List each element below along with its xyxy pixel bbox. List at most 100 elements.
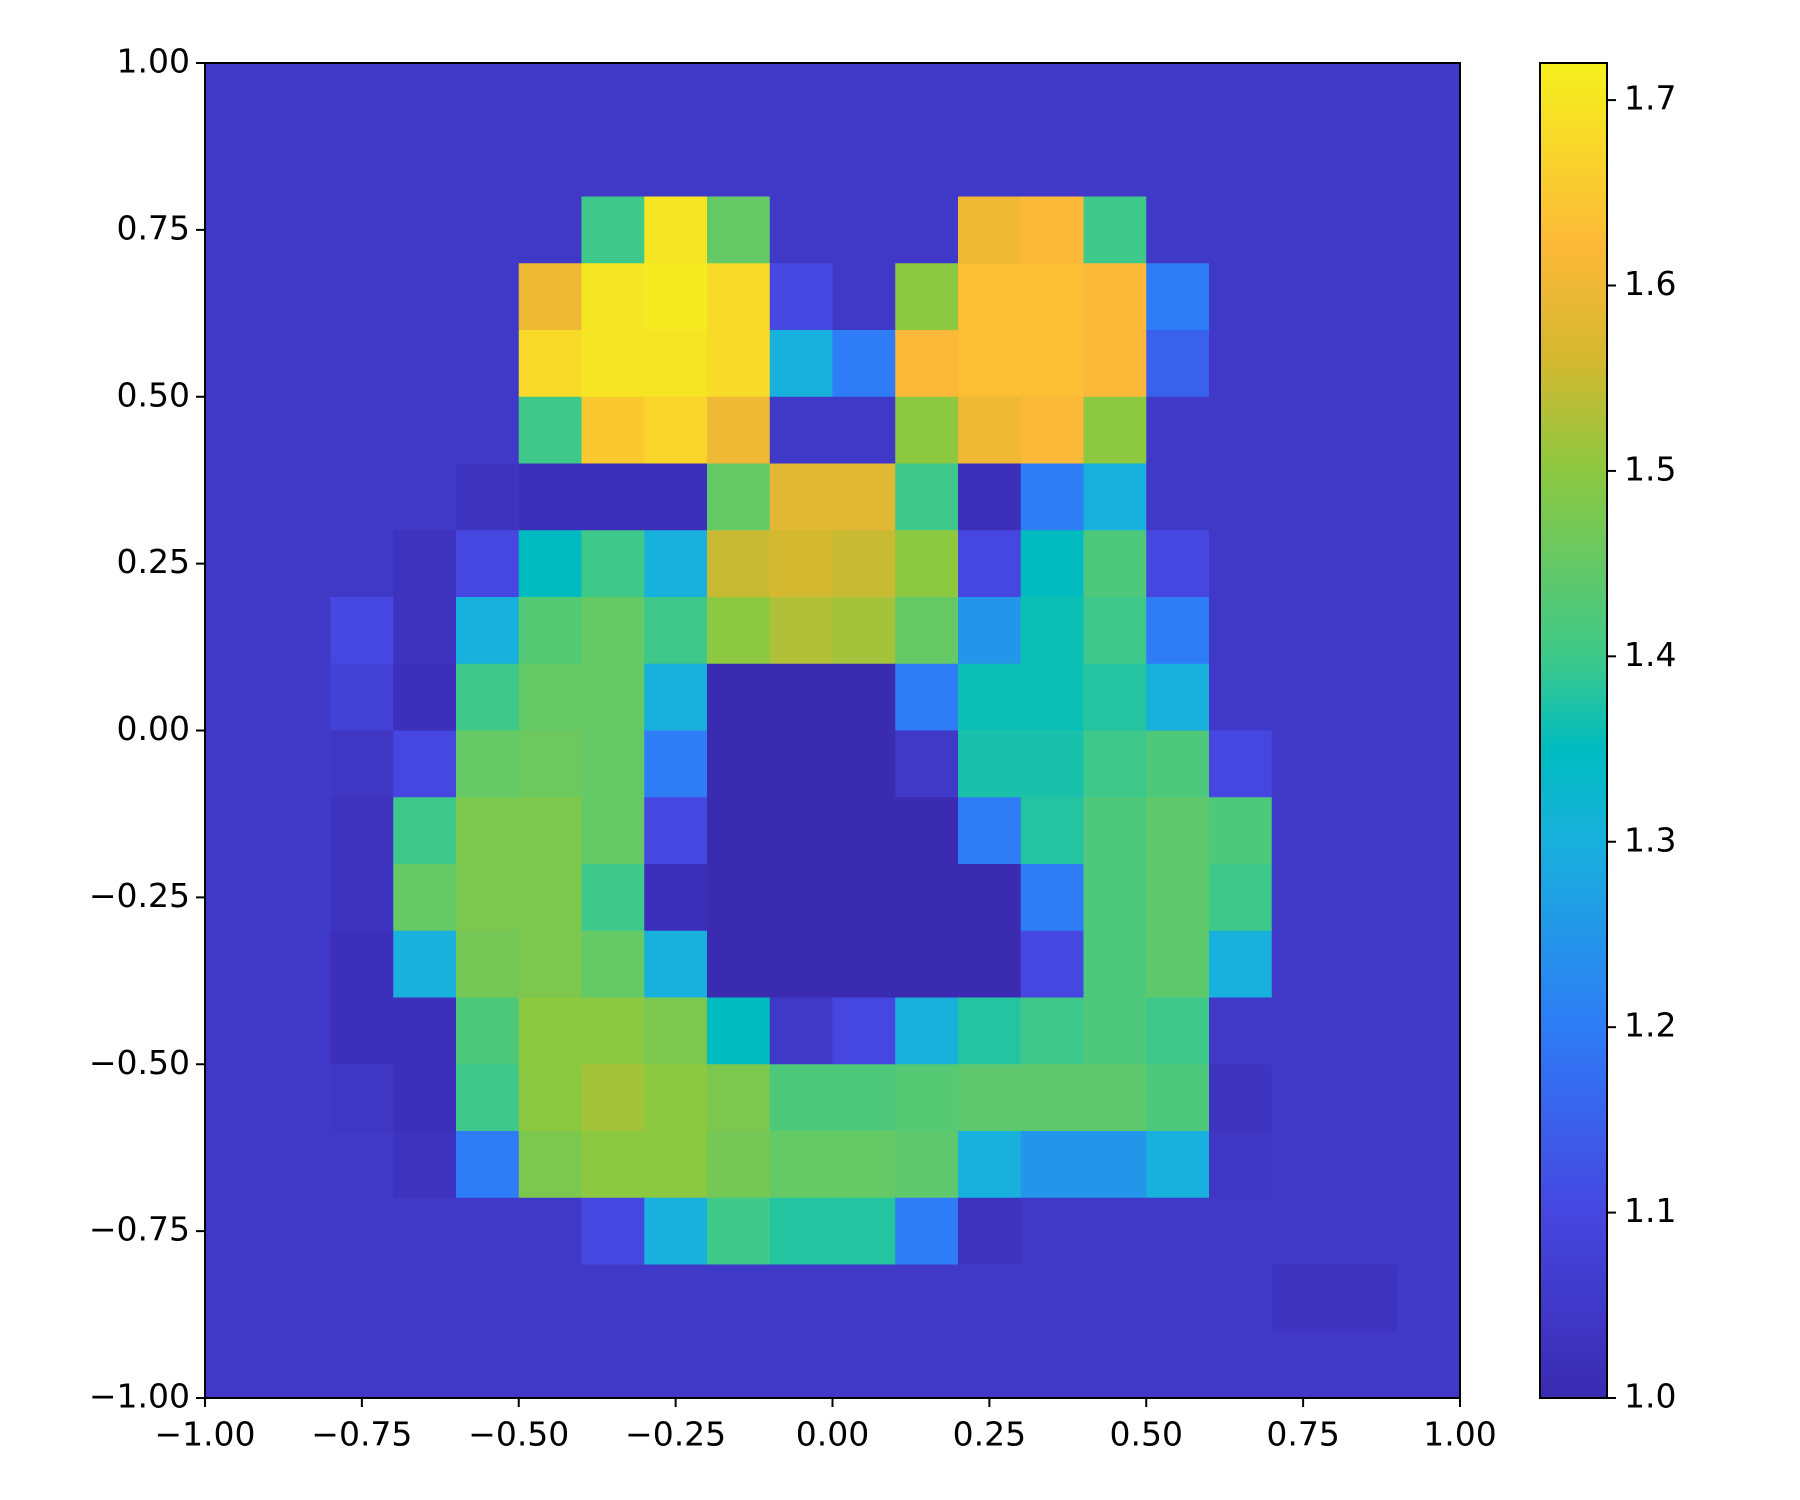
heatmap-cell [895, 864, 959, 932]
heatmap-cell [330, 396, 394, 465]
colorbar-tick-label: 1.7 [1624, 79, 1676, 118]
heatmap-cell [1271, 63, 1336, 131]
heatmap-cell [1146, 663, 1210, 732]
heatmap-cell [707, 463, 771, 531]
heatmap-cell [832, 1331, 896, 1399]
heatmap-cell [832, 530, 896, 598]
heatmap-cell [1146, 1197, 1210, 1266]
heatmap-cell [769, 1131, 834, 1199]
heatmap-cell [456, 663, 520, 732]
heatmap-cell [644, 1131, 708, 1199]
heatmap-cell [644, 730, 708, 798]
heatmap-cell [1083, 330, 1147, 398]
heatmap-cell [958, 997, 1022, 1065]
heatmap-cell [267, 63, 332, 131]
heatmap-cell [644, 597, 708, 665]
heatmap-cell [518, 730, 583, 798]
heatmap-cell [1083, 663, 1147, 732]
heatmap-cell [1146, 930, 1210, 999]
heatmap-cell [1271, 997, 1336, 1065]
heatmap-cell [644, 1197, 708, 1266]
heatmap-cell [707, 597, 771, 665]
heatmap-cell [1334, 263, 1398, 331]
heatmap-cell [644, 330, 708, 398]
heatmap-cell [958, 1264, 1022, 1332]
heatmap-cell [1020, 730, 1085, 798]
heatmap-cell [393, 63, 457, 131]
heatmap-cell [1397, 63, 1461, 131]
heatmap-cell [958, 864, 1022, 932]
heatmap-cell [895, 1264, 959, 1332]
heatmap-cell [1146, 263, 1210, 331]
heatmap-cell [1397, 263, 1461, 331]
heatmap-cell [1146, 1131, 1210, 1199]
heatmap-cell [518, 530, 583, 598]
heatmap-cell [1397, 463, 1461, 531]
heatmap-cell [1271, 1131, 1336, 1199]
heatmap-cell [895, 330, 959, 398]
heatmap-cell [456, 730, 520, 798]
heatmap-cell [1020, 1197, 1085, 1266]
heatmap-cell [832, 129, 896, 198]
heatmap-cell [1083, 396, 1147, 465]
heatmap-cell [267, 129, 332, 198]
heatmap-cell [1020, 1264, 1085, 1332]
heatmap-cell [958, 196, 1022, 264]
heatmap-cell [1020, 196, 1085, 264]
heatmap-cell [518, 463, 583, 531]
heatmap-cell [205, 330, 269, 398]
heatmap-cell [895, 1197, 959, 1266]
heatmap-cell [581, 1197, 645, 1266]
heatmap-cell [1020, 1331, 1085, 1399]
heatmap-cell [1209, 330, 1273, 398]
heatmap-cell [267, 530, 332, 598]
heatmap-cell [1146, 1331, 1210, 1399]
heatmap-cell [330, 597, 394, 665]
heatmap-cell [456, 1064, 520, 1132]
heatmap-cell [832, 997, 896, 1065]
heatmap-cell [1209, 1131, 1273, 1199]
x-tick-label: −1.00 [154, 1415, 255, 1454]
heatmap-cell [1397, 1264, 1461, 1332]
heatmap-cell [1271, 663, 1336, 732]
heatmap-cell [1209, 396, 1273, 465]
heatmap-cell [769, 396, 834, 465]
colorbar-tick-label: 1.1 [1624, 1191, 1676, 1230]
heatmap-cell [769, 129, 834, 198]
heatmap-cell [456, 1331, 520, 1399]
heatmap-cell [581, 530, 645, 598]
heatmap-cell [205, 597, 269, 665]
heatmap-cell [518, 63, 583, 131]
heatmap-cell [707, 63, 771, 131]
heatmap-cell [707, 263, 771, 331]
colorbar-tick-label: 1.2 [1624, 1006, 1676, 1045]
heatmap-cell [895, 1064, 959, 1132]
heatmap-cell [1334, 1131, 1398, 1199]
heatmap-cell [1020, 797, 1085, 865]
heatmap-cell [1271, 797, 1336, 865]
heatmap-cell [769, 797, 834, 865]
heatmap-cell [330, 330, 394, 398]
heatmap-cell [456, 330, 520, 398]
heatmap-cell [1334, 1331, 1398, 1399]
heatmap-cell [769, 330, 834, 398]
heatmap-cell [456, 997, 520, 1065]
y-tick-label: −0.75 [89, 1210, 190, 1249]
heatmap-cell [205, 730, 269, 798]
heatmap-cell [581, 63, 645, 131]
heatmap-cell [267, 597, 332, 665]
heatmap-cell [393, 530, 457, 598]
heatmap-cell [769, 196, 834, 264]
heatmap-cell [958, 463, 1022, 531]
heatmap-cell [330, 1064, 394, 1132]
heatmap-cell [1083, 1131, 1147, 1199]
heatmap-cell [769, 864, 834, 932]
heatmap-cell [1209, 196, 1273, 264]
heatmap-cell [267, 864, 332, 932]
heatmap-cell [895, 797, 959, 865]
heatmap-cell [769, 1331, 834, 1399]
heatmap-cell [644, 1064, 708, 1132]
heatmap-cell [1020, 396, 1085, 465]
heatmap-cell [1020, 263, 1085, 331]
